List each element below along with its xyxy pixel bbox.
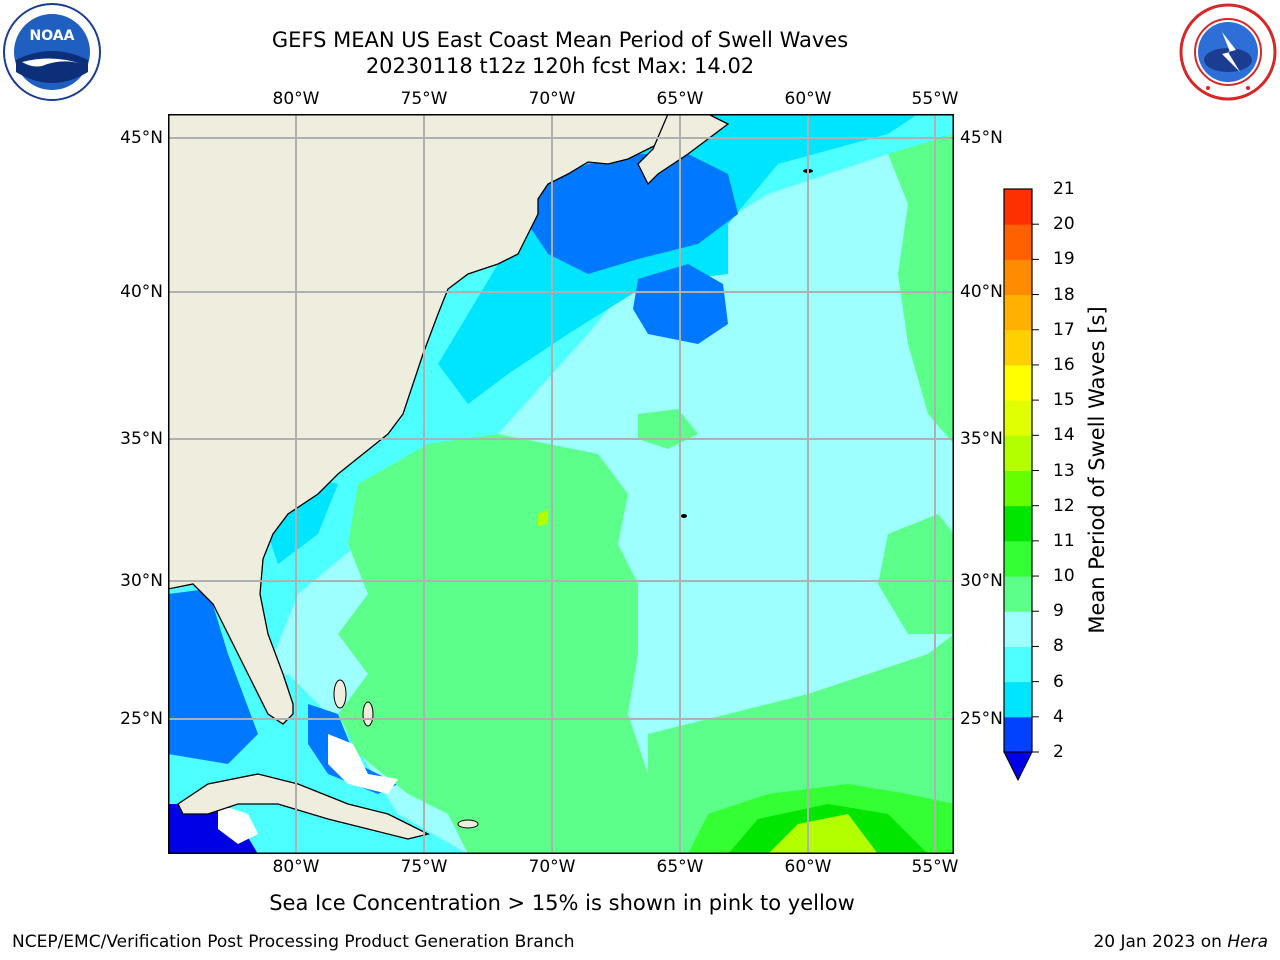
colorbar-tick-label: 18 [1053, 284, 1075, 305]
blue-swell-region [168, 589, 258, 764]
colorbar-tick-label: 21 [1053, 179, 1075, 199]
chart-title: GEFS MEAN US East Coast Mean Period of S… [271, 28, 849, 52]
colorbar-tick-label: 19 [1053, 249, 1075, 270]
sea-ice-note: Sea Ice Concentration > 15% is shown in … [269, 891, 855, 915]
noaa-logo-text: NOAA [30, 28, 75, 44]
colorbar-tick-label: 2 [1053, 742, 1064, 762]
land-bahamas [362, 701, 374, 727]
noaa-logo: NOAA [2, 2, 102, 106]
swell-period-map [168, 114, 954, 854]
no-data-region [218, 804, 258, 844]
colorbar-swatch [1004, 189, 1032, 225]
colorbar-tick-label: 16 [1053, 354, 1075, 375]
colorbar-tick-label: 10 [1053, 566, 1075, 587]
lon-label-top: 55°W [911, 89, 959, 109]
lat-label-right: 35°N [960, 429, 1003, 449]
green-swell-region [888, 134, 954, 444]
lon-label-top: 80°W [272, 89, 320, 109]
colorbar-swatch [1004, 646, 1032, 683]
lat-label-right: 30°N [960, 571, 1003, 591]
lat-label-right: 45°N [960, 128, 1003, 148]
lat-label-left: 30°N [120, 571, 163, 591]
colorbar-tick-label: 14 [1053, 425, 1075, 446]
colorbar-tick-label: 8 [1053, 636, 1064, 657]
colorbar-swatch [1004, 540, 1032, 577]
land-bahamas [457, 819, 479, 829]
lat-label-right: 40°N [960, 282, 1003, 302]
colorbar-tick-label: 20 [1053, 214, 1075, 235]
colorbar-swatch [1004, 224, 1032, 260]
colorbar-tick-label: 9 [1053, 601, 1064, 622]
lat-label-left: 40°N [120, 282, 163, 302]
lon-label-top: 70°W [528, 89, 576, 109]
colorbar-tick-label: 6 [1053, 671, 1064, 692]
footer-date: 20 Jan 2023 on Hera [1093, 932, 1268, 952]
lat-label-left: 45°N [120, 128, 163, 148]
colorbar-tick-label: 12 [1053, 495, 1075, 516]
colorbar-tick-label: 4 [1053, 706, 1064, 727]
nws-logo [1178, 2, 1278, 106]
footer-date-text: 20 Jan 2023 on [1093, 932, 1228, 952]
no-data-region [328, 734, 398, 794]
lon-label-top: 75°W [400, 89, 448, 109]
lon-label-bottom: 55°W [911, 857, 959, 877]
colorbar-swatch [1004, 435, 1032, 471]
land-bermuda [681, 514, 687, 518]
lat-label-left: 25°N [120, 709, 163, 729]
land-cuba [177, 773, 430, 840]
colorbar-swatch [1004, 329, 1032, 366]
lon-label-top: 65°W [656, 89, 704, 109]
colorbar [1003, 188, 1039, 782]
blue-swell-region [528, 154, 738, 274]
colorbar-swatch [1004, 681, 1032, 718]
lat-label-left: 35°N [120, 429, 163, 449]
colorbar-tick-label: 17 [1053, 319, 1075, 340]
colorbar-tick-label: 15 [1053, 390, 1075, 411]
yellow-green-swell-region [768, 814, 878, 854]
land-bahamas [333, 679, 347, 709]
footer-branch: NCEP/EMC/Verification Post Processing Pr… [12, 932, 575, 952]
colorbar-swatch [1004, 259, 1032, 296]
colorbar-swatch [1004, 505, 1032, 542]
lat-label-right: 25°N [960, 709, 1003, 729]
colorbar-label: Mean Period of Swell Waves [s] [1085, 306, 1109, 634]
yellow-green-swell-region [538, 509, 548, 526]
lon-label-bottom: 65°W [656, 857, 704, 877]
colorbar-swatch [1004, 400, 1032, 436]
lon-label-bottom: 60°W [784, 857, 832, 877]
colorbar-tick-label: 13 [1053, 460, 1075, 481]
chart-subtitle: 20230118 t12z 120h fcst Max: 14.02 [365, 54, 755, 78]
colorbar-swatches [1004, 189, 1039, 753]
colorbar-swatch [1004, 364, 1032, 401]
lon-label-bottom: 70°W [528, 857, 576, 877]
lon-label-bottom: 80°W [272, 857, 320, 877]
map-gridlines [168, 114, 954, 854]
colorbar-frame [1003, 188, 1033, 753]
land-nova-scotia [637, 114, 730, 186]
colorbar-swatch [1004, 576, 1032, 612]
colorbar-tick-label: 11 [1053, 530, 1075, 551]
colorbar-under-arrow [1003, 751, 1033, 782]
lon-label-top: 60°W [784, 89, 832, 109]
lon-label-bottom: 75°W [400, 857, 448, 877]
colorbar-swatch [1004, 611, 1032, 647]
colorbar-swatch [1004, 716, 1032, 753]
colorbar-swatch [1004, 294, 1032, 331]
map-frame [168, 114, 954, 854]
blue-swell-region [308, 704, 398, 794]
green-swell-region [338, 434, 648, 854]
colorbar-swatch [1004, 470, 1032, 507]
footer-host: Hera [1227, 932, 1268, 952]
